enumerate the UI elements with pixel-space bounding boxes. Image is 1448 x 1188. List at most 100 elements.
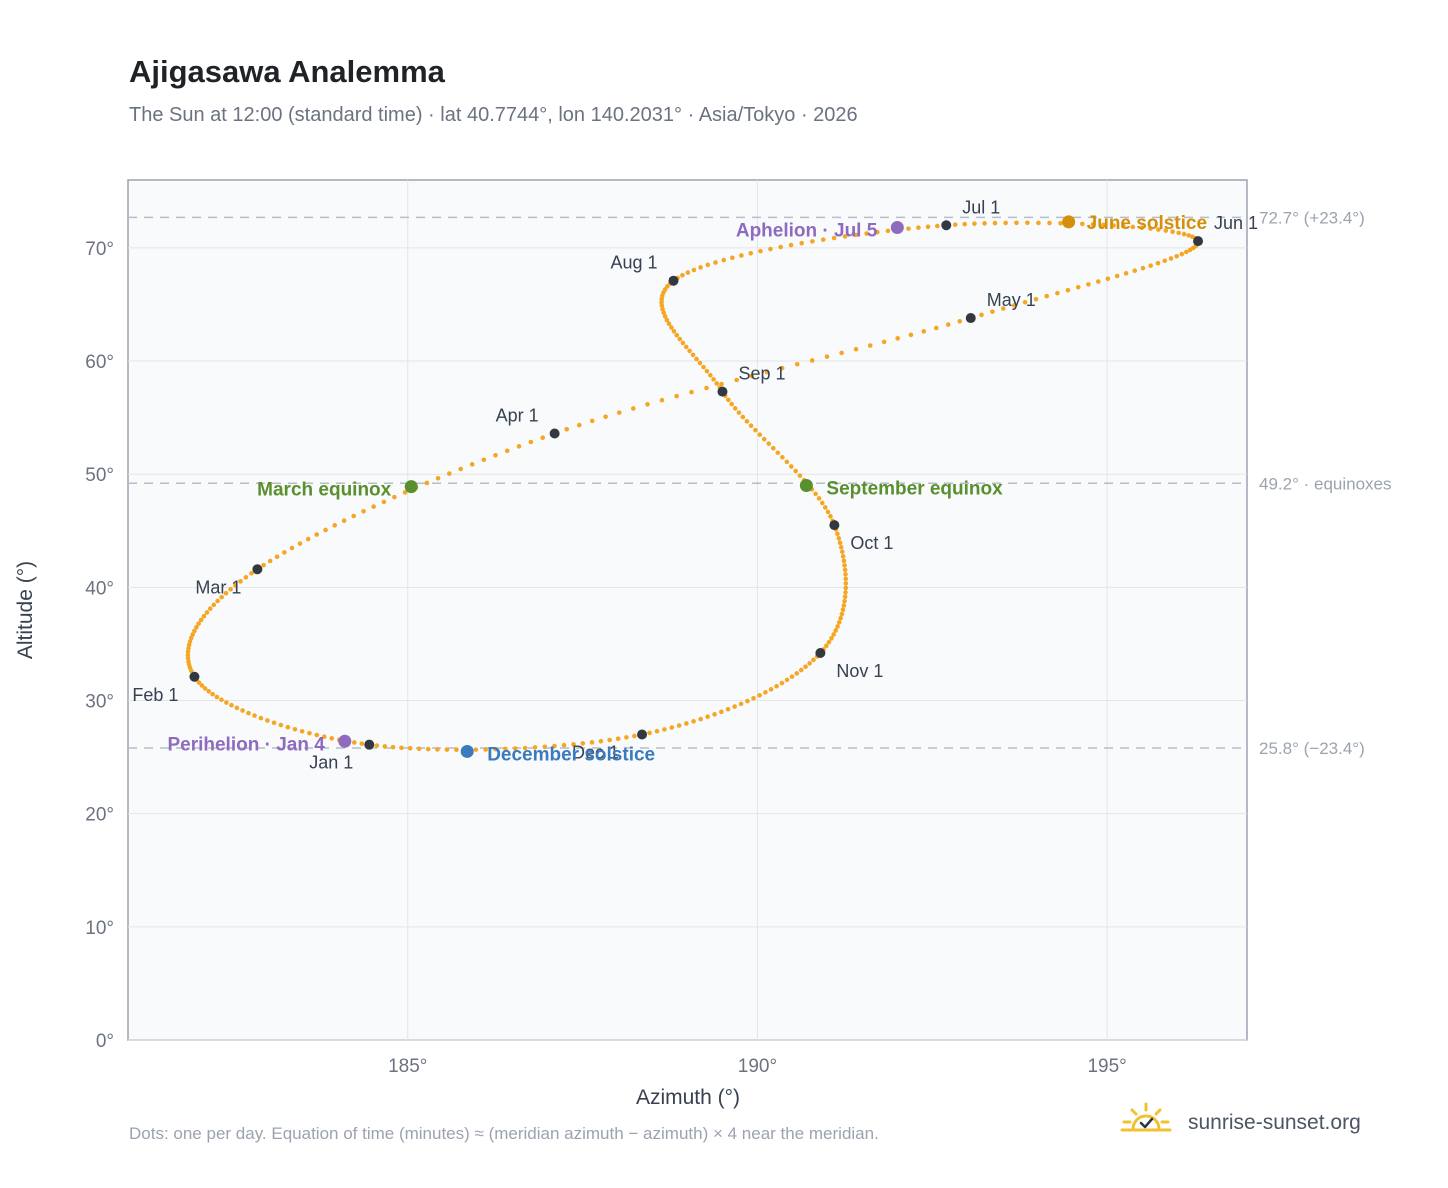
daily-sun-dot [816,496,822,501]
daily-sun-dot [246,710,251,716]
daily-sun-dot [289,545,295,551]
daily-sun-dot [265,718,270,723]
daily-sun-dot [399,745,404,751]
y-tick-label: 0° [96,1031,114,1052]
daily-sun-dot [843,576,849,582]
daily-sun-dot [962,221,967,227]
daily-sun-dot [933,325,939,331]
daily-sun-dot [402,490,408,495]
daily-sun-dot [842,598,847,604]
daily-sun-dot [292,726,298,732]
daily-sun-dot [753,427,758,433]
daily-sun-dot [1140,265,1146,271]
daily-sun-dot [454,747,459,752]
daily-sun-dot [664,317,670,323]
reference-line-label: 49.2° · equinoxes [1259,474,1392,493]
daily-sun-dot [214,694,220,700]
daily-sun-dot [833,628,839,633]
daily-sun-dot [1183,249,1189,255]
daily-sun-dot [204,610,210,615]
daily-sun-dot [712,712,717,717]
daily-sun-dot [822,505,828,510]
month-marker [549,428,560,439]
daily-sun-dot [659,397,665,403]
daily-sun-dot [1055,290,1060,296]
daily-sun-dot [763,690,768,695]
daily-sun-dot [580,741,586,746]
daily-sun-dot [215,598,220,604]
daily-sun-dot [647,730,652,736]
daily-sun-dot [788,464,794,469]
daily-sun-dot [571,742,576,747]
daily-sun-dot [1162,258,1168,264]
reference-line-label: 72.7° (+23.4°) [1259,208,1365,227]
event-marker-label: Aphelion · Jul 5 [736,221,878,242]
daily-sun-dot [829,636,834,641]
daily-sun-dot [223,590,229,596]
event-marker-label: December solstice [487,744,655,765]
daily-sun-dot [186,642,192,648]
daily-sun-dot [351,513,357,519]
daily-sun-dot [1011,303,1017,308]
month-marker [668,275,679,286]
month-marker [1193,236,1204,247]
daily-sun-dot [314,532,320,537]
month-marker [829,520,840,531]
daily-sun-dot [705,714,710,720]
daily-sun-dot [714,381,720,386]
month-marker [717,386,728,397]
daily-sun-dot [1123,271,1129,276]
daily-sun-dot [424,480,430,486]
daily-sun-dot [185,649,191,654]
event-marker-label: Perihelion · Jan 4 [167,734,325,755]
daily-sun-dot [794,671,800,676]
daily-sun-dot [843,572,848,577]
daily-sun-dot [1163,228,1169,233]
daily-sun-dot [199,683,205,688]
daily-sun-dot [864,231,869,236]
daily-sun-dot [689,389,694,395]
daily-sun-dot [721,257,727,263]
daily-sun-dot [813,491,818,497]
daily-sun-dot [799,240,804,246]
daily-sun-dot [493,746,498,752]
month-marker-label: Aug 1 [610,253,657,273]
month-marker [965,313,976,324]
daily-sun-dot [201,613,207,619]
daily-sun-dot [603,414,608,420]
chart-subtitle: The Sun at 12:00 (standard time) · lat 4… [129,104,858,126]
daily-sun-dot [836,536,842,541]
daily-sun-dot [725,706,731,712]
daily-sun-dot [185,652,191,658]
event-marker [404,480,418,494]
daily-sun-dot [202,686,208,691]
daily-sun-dot [749,373,755,379]
daily-sun-dot [674,393,679,399]
brand[interactable]: sunrise-sunset.org [1118,1102,1361,1143]
daily-sun-dot [704,385,709,391]
daily-sun-dot [206,688,211,694]
daily-sun-dot [196,621,201,626]
daily-sun-dot [708,372,713,378]
month-marker-label: May 1 [987,290,1036,310]
daily-sun-dot [267,558,273,564]
daily-sun-dot [307,730,312,736]
daily-sun-dot [435,747,440,752]
daily-sun-dot [809,358,815,363]
month-marker-label: Sep 1 [738,364,785,384]
month-marker [941,220,952,231]
event-marker-label: September equinox [826,479,1003,500]
daily-sun-dot [211,602,217,608]
daily-sun-dot [1058,220,1063,226]
daily-sun-dot [1174,253,1180,259]
daily-sun-dot [839,549,845,555]
y-tick-label: 20° [85,805,114,826]
daily-sun-dot [274,554,280,560]
daily-sun-dot [1139,225,1145,231]
daily-sun-dot [1047,220,1052,226]
daily-sun-dot [416,746,422,752]
daily-sun-dot [784,459,790,465]
event-marker [338,734,352,748]
daily-sun-dot [1181,231,1187,237]
